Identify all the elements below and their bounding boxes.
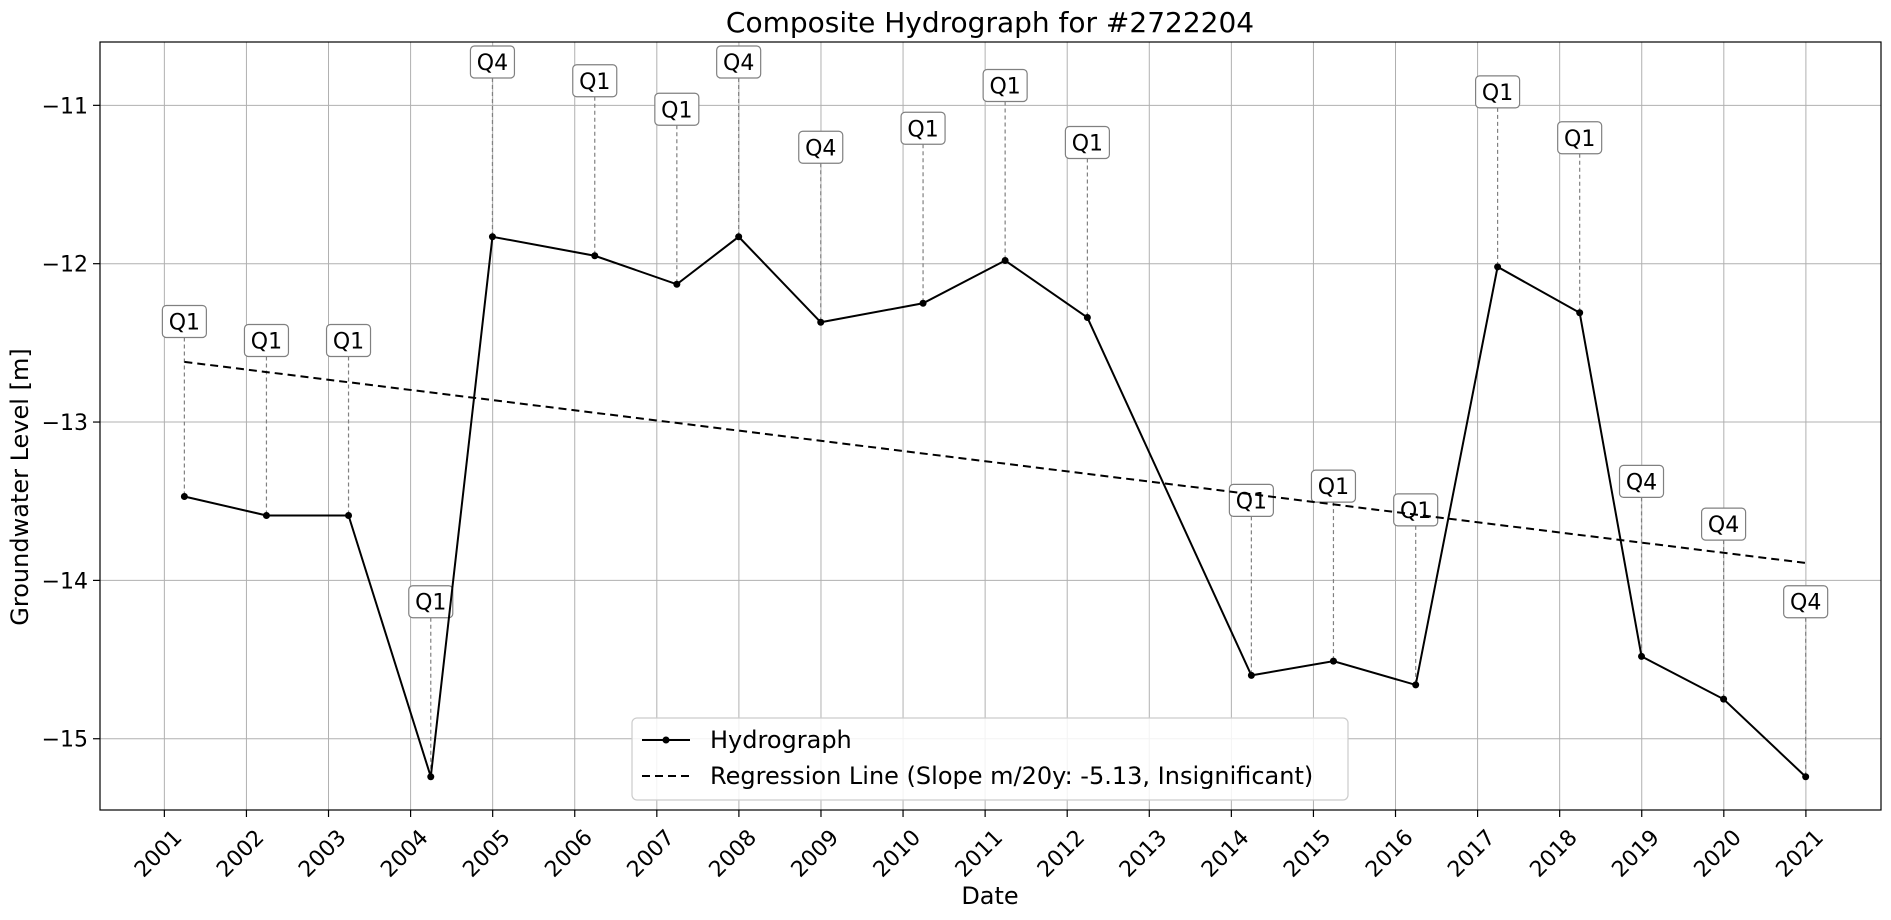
point-label: Q4 <box>1708 513 1739 538</box>
point-label-box <box>1700 507 1747 541</box>
point-label: Q4 <box>1790 591 1821 616</box>
point-label: Q1 <box>907 117 938 142</box>
hydrograph-point <box>1494 263 1502 271</box>
hydrograph-point <box>345 511 353 519</box>
hydrograph-point <box>1083 314 1091 322</box>
point-label-box <box>469 45 516 79</box>
point-label-box <box>1228 483 1274 518</box>
plot-area: Q1 Q1 Q1 Q1 Q4 Q1 Q1 Q4 Q4 Q1 Q1 Q1 Q1 Q1 Q1 Q1 Q1 Q4 Q4 Q4 <box>161 45 1829 781</box>
y-tick-label: −12 <box>42 253 88 278</box>
point-label: Q1 <box>989 75 1020 100</box>
point-label-box <box>1393 493 1439 527</box>
hydrograph-point <box>817 318 825 326</box>
point-label-box <box>161 304 207 339</box>
point-label-box <box>243 323 290 358</box>
hydrograph-point <box>1412 681 1420 689</box>
point-label-box <box>1783 585 1829 619</box>
y-tick-label: −11 <box>42 94 88 119</box>
legend-label-regression: Regression Line (Slope m/20y: -5.13, Ins… <box>710 762 1313 790</box>
point-label: Q4 <box>805 136 836 161</box>
hydrograph-point <box>488 233 496 241</box>
point-label: Q1 <box>333 329 364 354</box>
point-label: Q4 <box>723 51 754 76</box>
hydrograph-line <box>184 235 1807 778</box>
point-label: Q1 <box>1318 475 1349 500</box>
point-label-box <box>325 323 372 358</box>
point-label: Q1 <box>1482 81 1513 106</box>
point-label-box <box>982 68 1028 103</box>
point-label: Q1 <box>1236 489 1267 514</box>
point-label-box <box>798 130 844 164</box>
hydrograph-point <box>735 233 743 241</box>
y-tick-label: −13 <box>42 411 88 436</box>
point-label-box <box>900 111 946 145</box>
hydrograph-point <box>1247 671 1255 679</box>
point-label-box <box>1618 464 1665 498</box>
hydrograph-point <box>1001 257 1009 265</box>
point-label: Q1 <box>169 310 200 335</box>
point-label: Q1 <box>1400 499 1431 524</box>
point-label: Q1 <box>415 591 446 616</box>
point-label-box <box>716 45 762 79</box>
point-label: Q1 <box>661 98 692 123</box>
point-label: Q4 <box>477 51 508 76</box>
hydrograph-point <box>919 299 927 307</box>
point-label-box <box>1557 121 1603 155</box>
legend: Hydrograph Regression Line (Slope m/20y: … <box>631 717 1349 801</box>
hydrograph-point <box>1638 652 1646 660</box>
plot-frame <box>99 41 1882 811</box>
legend-marker-hydrograph <box>662 736 670 744</box>
hydrograph-point <box>1802 773 1810 781</box>
point-label: Q1 <box>1564 127 1595 152</box>
hydrograph-point <box>262 511 270 519</box>
hydrograph-point <box>180 492 188 500</box>
chart-title: Composite Hydrograph for #2722204 <box>726 6 1254 39</box>
hydrograph-point <box>591 252 599 260</box>
y-tick-label: −14 <box>42 569 88 594</box>
point-label-box <box>572 64 618 98</box>
point-label-box <box>1064 125 1110 160</box>
point-label-box <box>408 585 454 619</box>
point-label: Q4 <box>1626 470 1657 495</box>
hydrograph-point <box>427 773 435 781</box>
hydrograph-point <box>1576 309 1584 317</box>
point-label: Q1 <box>251 329 282 354</box>
point-label: Q1 <box>579 70 610 95</box>
y-axis-label: Groundwater Level [m] <box>6 348 34 625</box>
x-axis-label: Date <box>961 882 1018 910</box>
point-label-box <box>654 92 700 126</box>
hydrograph-point <box>1329 657 1337 665</box>
point-label-box <box>1475 75 1521 109</box>
legend-label-hydrograph: Hydrograph <box>710 726 852 754</box>
point-label-box <box>1310 469 1357 503</box>
hydrograph-point <box>673 280 681 288</box>
y-tick-label: −15 <box>42 728 88 753</box>
point-label: Q1 <box>1072 132 1103 157</box>
legend-box <box>631 717 1349 801</box>
hydrograph-point <box>1720 695 1728 703</box>
